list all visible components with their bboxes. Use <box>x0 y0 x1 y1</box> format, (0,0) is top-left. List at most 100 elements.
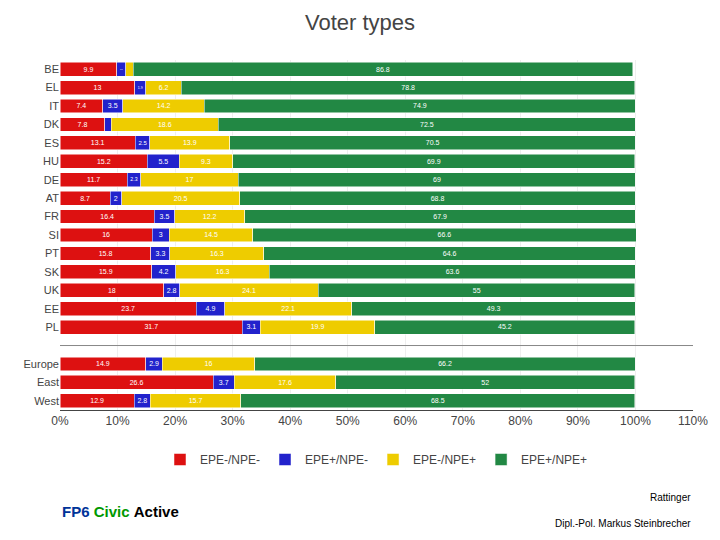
svg-text:ES: ES <box>44 137 59 149</box>
svg-text:Dipl.-Pol. Markus Steinbrecher: Dipl.-Pol. Markus Steinbrecher <box>555 518 691 529</box>
svg-text:68.8: 68.8 <box>431 195 445 202</box>
svg-text:19.9: 19.9 <box>311 323 325 330</box>
svg-text:7.8: 7.8 <box>78 121 88 128</box>
svg-text:78.8: 78.8 <box>401 84 415 91</box>
svg-text:18: 18 <box>108 287 116 294</box>
svg-text:PL: PL <box>46 321 59 333</box>
svg-text:16: 16 <box>205 360 213 367</box>
svg-text:80%: 80% <box>508 414 532 428</box>
svg-text:67.9: 67.9 <box>433 213 447 220</box>
svg-text:50%: 50% <box>336 414 360 428</box>
svg-text:26.6: 26.6 <box>130 379 144 386</box>
svg-text:18.6: 18.6 <box>158 121 172 128</box>
svg-text:110%: 110% <box>678 414 708 428</box>
svg-text:40%: 40% <box>278 414 302 428</box>
svg-text:2: 2 <box>114 195 118 202</box>
svg-text:3.5: 3.5 <box>108 102 118 109</box>
svg-text:6.2: 6.2 <box>159 84 169 91</box>
svg-text:7.4: 7.4 <box>76 102 86 109</box>
svg-text:FR: FR <box>44 210 59 222</box>
svg-text:SK: SK <box>44 266 59 278</box>
svg-text:EL: EL <box>46 81 59 93</box>
svg-text:10%: 10% <box>106 414 130 428</box>
svg-text:West: West <box>34 395 59 407</box>
svg-text:16.4: 16.4 <box>100 213 114 220</box>
svg-text:UK: UK <box>44 284 60 296</box>
svg-text:1.9: 1.9 <box>138 86 143 90</box>
svg-text:64.6: 64.6 <box>443 250 457 257</box>
svg-text:4.2: 4.2 <box>159 268 169 275</box>
svg-text:16.3: 16.3 <box>216 268 230 275</box>
svg-text:14.5: 14.5 <box>204 231 218 238</box>
svg-text:EPE-/NPE+: EPE-/NPE+ <box>413 453 476 467</box>
svg-text:East: East <box>37 376 59 388</box>
svg-text:9.9: 9.9 <box>84 66 94 73</box>
svg-text:14.2: 14.2 <box>157 102 171 109</box>
svg-text:8.7: 8.7 <box>80 195 90 202</box>
svg-text:100%: 100% <box>620 414 651 428</box>
svg-text:13.1: 13.1 <box>91 139 105 146</box>
svg-text:4.9: 4.9 <box>206 305 216 312</box>
svg-text:69.9: 69.9 <box>427 158 441 165</box>
svg-text:13: 13 <box>93 84 101 91</box>
svg-text:3.1: 3.1 <box>246 323 256 330</box>
svg-text:3.3: 3.3 <box>156 250 166 257</box>
svg-text:2.9: 2.9 <box>149 360 159 367</box>
svg-text:20%: 20% <box>163 414 187 428</box>
svg-text:1.5: 1.5 <box>120 68 123 70</box>
svg-text:49.3: 49.3 <box>487 305 501 312</box>
svg-text:70.5: 70.5 <box>426 139 440 146</box>
svg-text:15.2: 15.2 <box>97 158 111 165</box>
svg-text:20.5: 20.5 <box>174 195 188 202</box>
svg-text:66.2: 66.2 <box>438 360 452 367</box>
svg-text:DE: DE <box>44 174 59 186</box>
svg-text:16: 16 <box>102 231 110 238</box>
svg-text:16.3: 16.3 <box>210 250 224 257</box>
svg-text:69: 69 <box>433 176 441 183</box>
svg-text:HU: HU <box>43 155 59 167</box>
svg-text:63.6: 63.6 <box>446 268 460 275</box>
svg-text:3: 3 <box>159 231 163 238</box>
svg-text:70%: 70% <box>451 414 475 428</box>
svg-text:15.8: 15.8 <box>99 250 113 257</box>
svg-text:68.5: 68.5 <box>431 397 445 404</box>
svg-text:3.5: 3.5 <box>160 213 170 220</box>
svg-text:EPE+/NPE+: EPE+/NPE+ <box>521 453 587 467</box>
svg-text:Rattinger: Rattinger <box>650 492 691 503</box>
svg-text:12.2: 12.2 <box>203 213 217 220</box>
svg-text:24.1: 24.1 <box>242 287 256 294</box>
svg-text:AT: AT <box>46 192 60 204</box>
svg-text:45.2: 45.2 <box>498 323 512 330</box>
svg-text:EPE-/NPE-: EPE-/NPE- <box>200 453 260 467</box>
svg-text:12.9: 12.9 <box>90 397 104 404</box>
svg-text:30%: 30% <box>221 414 245 428</box>
svg-text:15.9: 15.9 <box>99 268 113 275</box>
svg-text:11.7: 11.7 <box>87 176 100 183</box>
svg-text:15.7: 15.7 <box>189 397 203 404</box>
svg-text:FP6 Civic Active: FP6 Civic Active <box>62 503 179 520</box>
svg-text:BE: BE <box>44 63 59 75</box>
svg-text:3.7: 3.7 <box>219 379 229 386</box>
svg-text:17: 17 <box>186 176 194 183</box>
svg-text:2.8: 2.8 <box>167 287 177 294</box>
svg-text:74.9: 74.9 <box>413 102 427 109</box>
svg-text:EPE+/NPE-: EPE+/NPE- <box>305 453 368 467</box>
svg-text:Europe: Europe <box>24 358 59 370</box>
svg-text:PT: PT <box>45 247 59 259</box>
svg-text:55: 55 <box>473 287 481 294</box>
svg-text:IT: IT <box>49 100 59 112</box>
svg-text:2.5: 2.5 <box>138 140 147 146</box>
svg-text:90%: 90% <box>566 414 590 428</box>
svg-text:66.6: 66.6 <box>438 231 452 238</box>
svg-text:60%: 60% <box>393 414 417 428</box>
svg-text:22.1: 22.1 <box>281 305 295 312</box>
svg-text:2.3: 2.3 <box>130 176 137 182</box>
svg-text:5.5: 5.5 <box>158 158 168 165</box>
svg-text:EE: EE <box>44 303 59 315</box>
svg-text:Voter types: Voter types <box>305 10 415 35</box>
svg-text:0%: 0% <box>51 414 69 428</box>
svg-text:31.7: 31.7 <box>144 323 158 330</box>
svg-text:52: 52 <box>481 379 489 386</box>
svg-text:2.8: 2.8 <box>137 397 147 404</box>
svg-text:9.3: 9.3 <box>201 158 211 165</box>
